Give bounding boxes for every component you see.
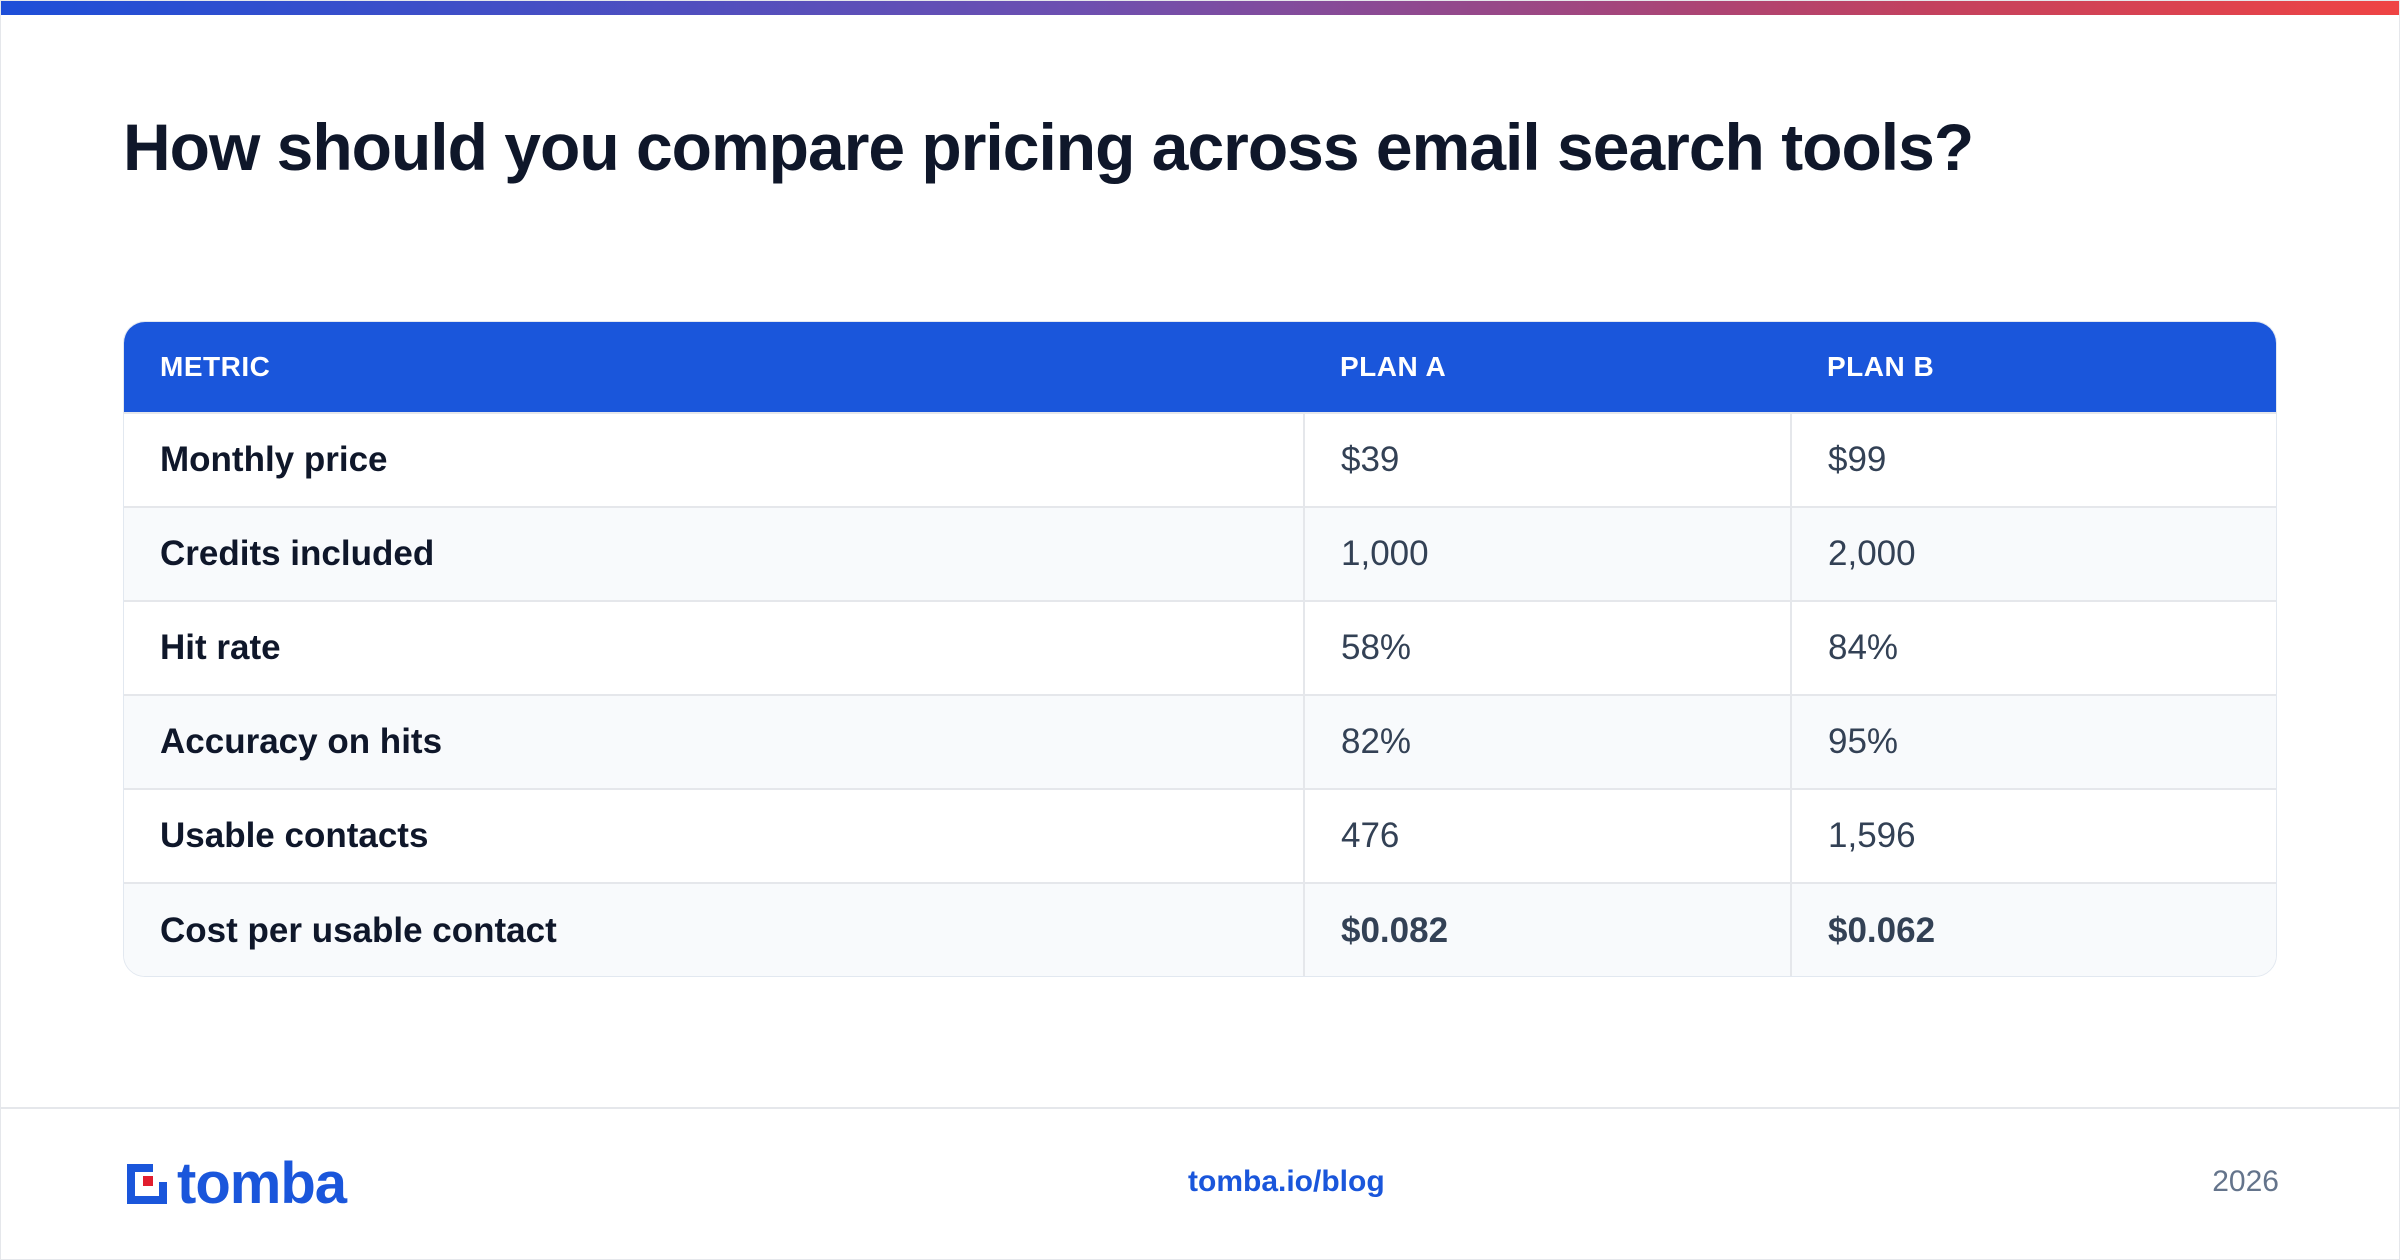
tomba-logo-icon [127,1164,167,1204]
plan-b-cell: 1,596 [1790,789,2276,883]
header-plan-a: PLAN A [1340,351,1447,382]
tomba-logo[interactable]: tomba [123,1151,347,1216]
plan-b-cell: 84% [1790,601,2276,695]
logo-wordmark: tomba [177,1151,347,1216]
metric-cell: Monthly price [160,440,388,479]
table-row: Monthly price $39 $99 [124,413,2276,507]
plan-b-cell: $99 [1790,413,2276,507]
gradient-accent-bar [1,1,2399,15]
plan-b-cell: 95% [1790,695,2276,789]
footer-divider [1,1107,2399,1109]
header-plan-b: PLAN B [1827,351,1935,382]
plan-b-cell: 2,000 [1790,507,2276,601]
plan-a-cell: 1,000 [1303,507,1791,601]
pricing-comparison-table: METRIC PLAN A PLAN B Monthly price $39 $… [123,321,2277,977]
metric-cell: Accuracy on hits [160,722,443,761]
plan-a-cell: 82% [1303,695,1791,789]
table-row: Accuracy on hits 82% 95% [124,695,2276,789]
plan-a-cell: 476 [1303,789,1791,883]
header-metric: METRIC [160,351,271,382]
plan-a-cell: 58% [1303,601,1791,695]
table-row: Credits included 1,000 2,000 [124,507,2276,601]
table-row: Hit rate 58% 84% [124,601,2276,695]
metric-cell: Hit rate [160,628,281,667]
plan-b-cell: $0.062 [1790,883,2276,976]
metric-cell: Credits included [160,534,435,573]
table-header-row: METRIC PLAN A PLAN B [124,322,2276,413]
plan-a-cell: $39 [1303,413,1791,507]
metric-cell: Usable contacts [160,816,429,855]
metric-cell: Cost per usable contact [160,910,557,950]
page-title: How should you compare pricing across em… [123,110,1974,184]
footer-year: 2026 [2212,1165,2279,1198]
table-row: Usable contacts 476 1,596 [124,789,2276,883]
plan-a-cell: $0.082 [1303,883,1791,976]
table-row-summary: Cost per usable contact $0.082 $0.062 [124,883,2276,976]
blog-link[interactable]: tomba.io/blog [1188,1165,1385,1198]
